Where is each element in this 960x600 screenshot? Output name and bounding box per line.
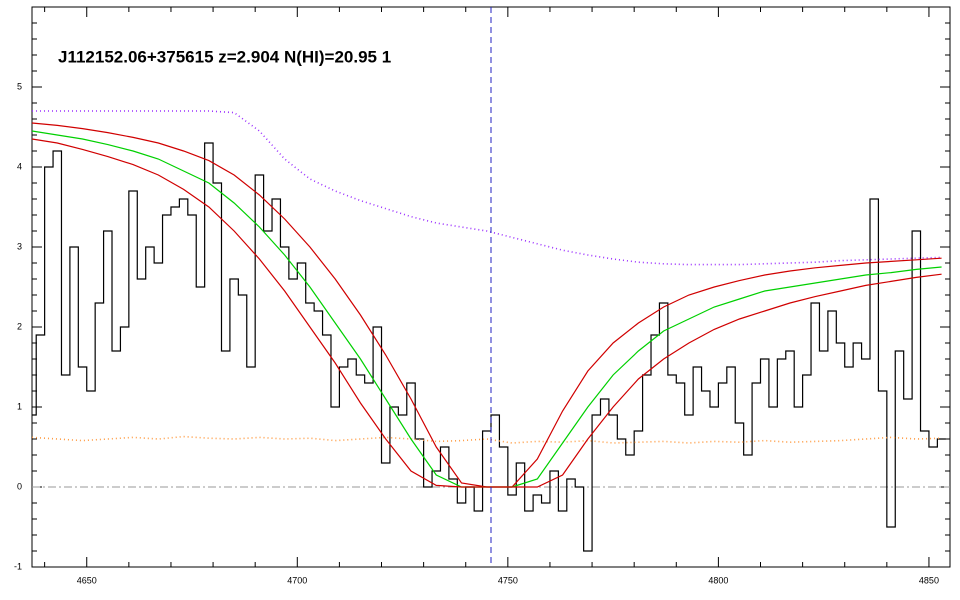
chart-title: J112152.06+375615 z=2.904 N(HI)=20.95 1 <box>58 47 391 66</box>
y-tick-label: 4 <box>17 161 22 171</box>
x-tick-label: 4750 <box>498 575 518 585</box>
y-tick-label: -1 <box>14 561 22 571</box>
series-line <box>32 110 942 266</box>
y-tick-label: 5 <box>17 81 22 91</box>
x-tick-label: 4800 <box>708 575 728 585</box>
series-line <box>32 435 942 444</box>
series-line <box>32 142 946 552</box>
plot-area <box>32 7 950 567</box>
x-tick-label: 4650 <box>77 575 97 585</box>
x-tick-label: 4850 <box>919 575 939 585</box>
y-tick-label: 3 <box>17 241 22 251</box>
series-line <box>32 122 942 488</box>
x-tick-label: 4700 <box>287 575 307 585</box>
y-tick-label: 2 <box>17 321 22 331</box>
y-tick-label: 0 <box>17 481 22 491</box>
y-tick-label: 1 <box>17 401 22 411</box>
series-line <box>32 138 942 488</box>
series-line <box>32 130 942 488</box>
